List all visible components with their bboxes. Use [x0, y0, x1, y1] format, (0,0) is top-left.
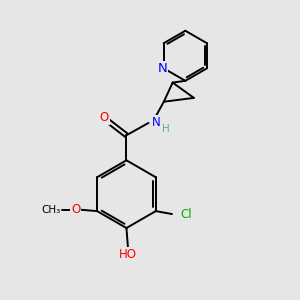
Text: HO: HO [119, 248, 137, 261]
Text: N: N [157, 62, 167, 75]
Text: N: N [152, 116, 161, 129]
Text: H: H [162, 124, 170, 134]
Text: Cl: Cl [180, 208, 192, 220]
Text: O: O [71, 203, 80, 216]
Text: CH₃: CH₃ [41, 205, 60, 214]
Text: O: O [100, 111, 109, 124]
